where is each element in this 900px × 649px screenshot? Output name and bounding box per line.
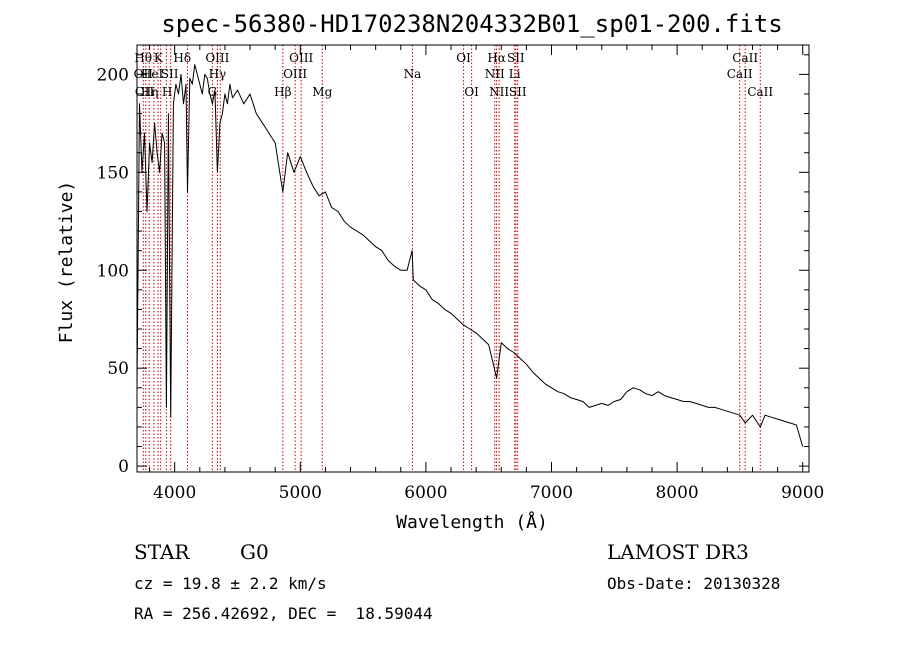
line-label: OI: [464, 85, 479, 99]
x-tick-label: 4000: [153, 483, 196, 503]
axis-ticks: 4000 5000 6000 7000 8000 9000 0 50 100 150 200: [97, 45, 824, 503]
y-axis-title: Flux (relative): [56, 181, 77, 344]
x-tick-label: 6000: [404, 483, 447, 503]
object-type: STAR: [134, 540, 190, 564]
line-label: HeI: [141, 67, 164, 81]
x-tick-label: 8000: [655, 483, 698, 503]
spectral-subclass: G0: [240, 540, 269, 564]
line-label: G: [208, 85, 218, 99]
observation-date: Obs-Date: 20130328: [607, 574, 781, 593]
line-label: SII: [507, 51, 525, 65]
line-label: OIII: [289, 51, 313, 65]
line-label: CaII: [732, 51, 758, 65]
redshift-value: cz = 19.8 ± 2.2 km/s: [134, 574, 327, 593]
line-label: Li: [509, 67, 521, 81]
coordinates: RA = 256.42692, DEC = 18.59044: [134, 604, 433, 623]
line-label: Na: [404, 67, 422, 81]
spectrum-series: [136, 64, 804, 447]
x-tick-label: 7000: [530, 483, 573, 503]
line-label: OII: [134, 67, 154, 81]
survey-name: LAMOST DR3: [607, 540, 749, 564]
line-label: Hθ: [134, 51, 152, 65]
line-label: Mg: [312, 85, 332, 99]
line-label: Hγ: [209, 67, 227, 81]
x-tick-label: 5000: [279, 483, 322, 503]
line-label: Hα: [487, 51, 506, 65]
y-tick-label: 0: [118, 457, 129, 477]
y-tick-label: 150: [97, 163, 129, 183]
line-label: Hδ: [173, 51, 191, 65]
line-label: OI: [456, 51, 471, 65]
spectral-line-markers: [142, 45, 761, 472]
spectrum-line: [136, 64, 804, 447]
line-label: OIII: [205, 51, 229, 65]
x-axis-title: Wavelength (Å): [396, 511, 548, 533]
line-label: NII: [489, 85, 509, 99]
y-tick-label: 200: [97, 65, 129, 85]
x-tick-label: 9000: [781, 483, 824, 503]
line-label: CaII: [747, 85, 773, 99]
line-label: CaII: [727, 67, 753, 81]
line-label: Hβ: [274, 85, 291, 99]
line-label: K: [154, 51, 164, 65]
y-tick-label: 50: [107, 359, 129, 379]
line-label: Hη: [141, 85, 159, 99]
line-label: SII: [161, 67, 179, 81]
chart-title: spec-56380-HD170238N204332B01_sp01-200.f…: [161, 10, 782, 38]
line-label: OII: [135, 85, 155, 99]
y-tick-label: 100: [97, 261, 129, 281]
line-label: OIII: [283, 67, 307, 81]
plot-frame: [136, 44, 810, 473]
line-label: NII: [485, 67, 505, 81]
line-label: H: [162, 85, 172, 99]
line-label: SII: [509, 85, 527, 99]
